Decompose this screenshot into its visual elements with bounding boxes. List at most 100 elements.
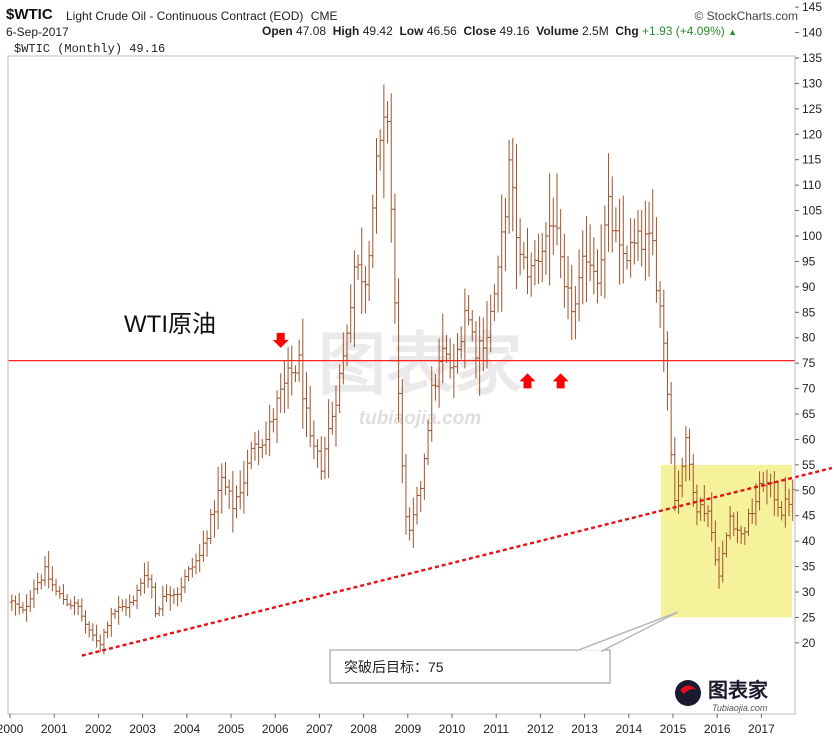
y-tick-label: 45 — [802, 509, 816, 523]
ohlc-bar — [83, 610, 88, 634]
ohlc-bar — [9, 594, 14, 611]
ohlc-bar — [286, 347, 291, 409]
ohlc-bar — [473, 321, 478, 379]
ohlc-bar — [499, 194, 504, 312]
ohlc-bar — [197, 544, 202, 572]
ohlc-bar — [392, 193, 397, 324]
x-tick-label: 2004 — [173, 722, 200, 736]
ohlc-bar — [643, 200, 648, 281]
ohlc-bar — [783, 476, 788, 528]
ohlc-bar — [613, 207, 618, 243]
ohlc-bar — [300, 318, 305, 429]
ohlc-bar — [20, 602, 25, 614]
ohlc-bar — [588, 224, 593, 281]
ohlc-bar — [381, 84, 386, 199]
y-tick-label: 110 — [802, 178, 821, 192]
ohlc-bar — [238, 470, 243, 510]
ohlc-bar — [374, 138, 379, 234]
x-tick-label: 2008 — [350, 722, 377, 736]
ohlc-bar — [135, 584, 140, 610]
ohlc-bar — [68, 599, 73, 610]
open-label: Open — [262, 24, 293, 38]
support-trendline — [81, 466, 833, 657]
ohlc-bar — [403, 453, 408, 535]
ohlc-bar — [790, 479, 795, 521]
callout-box — [329, 649, 611, 684]
x-tick-label: 2015 — [660, 722, 687, 736]
ohlc-bar — [289, 345, 294, 396]
ohlc-bar — [109, 607, 114, 637]
ohlc-bar — [363, 266, 368, 314]
x-tick-label: 2003 — [129, 722, 156, 736]
ohlc-bar — [669, 381, 674, 465]
y-tick-label: 125 — [802, 102, 822, 116]
watermark-layer: 图表家 tubiaojia.com — [318, 327, 522, 429]
ohlc-bar — [728, 505, 733, 540]
ohlc-bar — [39, 574, 44, 590]
chg-up-icon: ▲ — [728, 27, 738, 37]
ohlc-bar — [90, 623, 95, 642]
ohlc-bar — [709, 492, 714, 542]
ohlc-bar — [787, 488, 792, 517]
ohlc-bar — [440, 313, 445, 384]
ohlc-bar — [628, 218, 633, 278]
ohlc-bar — [179, 577, 184, 603]
volume-label: Volume — [536, 24, 579, 38]
x-tick-label: 2007 — [306, 722, 333, 736]
ohlc-bar — [208, 508, 213, 544]
y-tick-label: 105 — [802, 204, 822, 218]
ohlc-bar — [702, 485, 707, 522]
quote-date: 6-Sep-2017 — [6, 25, 69, 39]
ohlc-bar — [720, 540, 725, 583]
ohlc-bar — [345, 324, 350, 367]
ohlc-bar — [459, 326, 464, 360]
ohlc-bar — [636, 209, 641, 262]
ohlc-bar — [532, 239, 537, 286]
high-label: High — [332, 24, 360, 38]
ohlc-bar — [713, 520, 718, 566]
ohlc-bar — [112, 608, 117, 619]
ohlc-bar — [352, 250, 357, 348]
callout-pointer — [575, 611, 679, 652]
ohlc-bar — [249, 441, 254, 470]
ohlc-bar — [606, 153, 611, 252]
ohlc-bar — [654, 216, 659, 303]
ohlc-bar — [31, 579, 36, 609]
ohlc-bar — [764, 469, 769, 505]
ohlc-bar — [621, 195, 626, 284]
ohlc-bar — [543, 221, 548, 275]
ohlc-bar — [333, 385, 338, 447]
ohlc-bar — [577, 249, 582, 322]
ohlc-bar — [72, 596, 77, 615]
ohlc-bar — [330, 401, 335, 435]
ohlc-bar — [540, 232, 545, 283]
x-tick-label: 2014 — [615, 722, 642, 736]
ohlc-bar — [337, 364, 342, 414]
y-tick-label: 60 — [802, 432, 816, 446]
ohlc-bar — [116, 595, 121, 625]
ohlc-bar — [389, 93, 394, 243]
ohlc-bar — [521, 242, 526, 270]
ohlc-bar — [131, 595, 136, 606]
x-tick-label: 2012 — [527, 722, 554, 736]
ohlc-bar — [573, 286, 578, 340]
ohlc-bar — [451, 343, 456, 398]
ohlc-bar — [584, 216, 589, 303]
y-tick-label: 65 — [802, 407, 816, 421]
y-tick-label: 130 — [802, 76, 822, 90]
low-value: 46.56 — [426, 24, 457, 38]
x-tick-label: 2011 — [483, 722, 509, 736]
ohlc-bar — [746, 508, 751, 537]
ohlc-bar — [742, 526, 747, 545]
ohlc-bar — [418, 481, 423, 513]
ohlc-bar — [54, 579, 59, 596]
annotation-title: WTI原油 — [124, 311, 216, 338]
open-value: 47.08 — [296, 24, 327, 38]
ohlc-bar — [263, 421, 268, 455]
ohlc-bar — [536, 233, 541, 285]
ohlc-bar — [433, 374, 438, 401]
x-tick-label: 2010 — [439, 722, 466, 736]
ohlc-bar — [757, 471, 762, 511]
